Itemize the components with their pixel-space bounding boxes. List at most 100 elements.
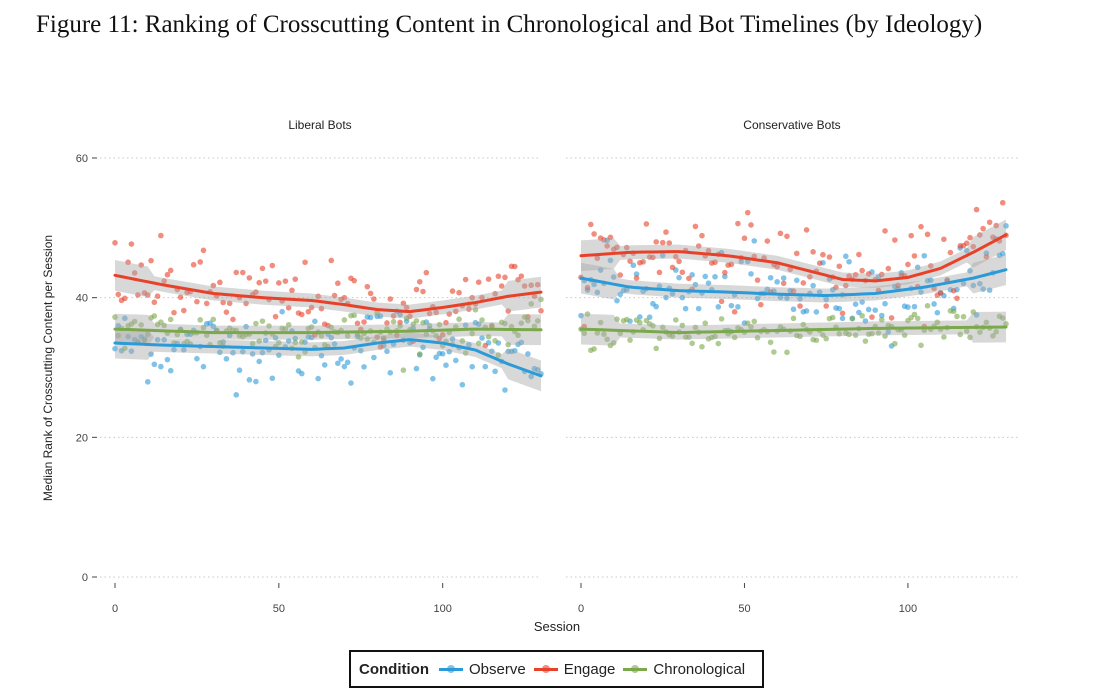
- point-chronological: [594, 330, 601, 336]
- point-chronological: [433, 332, 439, 339]
- point-chronological: [112, 314, 118, 320]
- point-observe: [967, 268, 973, 274]
- point-engage: [947, 249, 954, 256]
- point-observe: [357, 347, 364, 354]
- point-engage: [485, 276, 492, 282]
- trend-line-engage: [579, 233, 1008, 283]
- point-chronological: [715, 340, 722, 347]
- point-engage: [633, 275, 640, 281]
- point-chronological: [259, 318, 266, 324]
- point-engage: [302, 259, 308, 266]
- point-observe: [646, 314, 653, 320]
- confidence-band-engage: [581, 219, 1006, 288]
- point-engage: [328, 257, 335, 264]
- point-observe: [617, 291, 624, 298]
- point-observe: [692, 281, 699, 288]
- point-observe: [479, 335, 485, 341]
- point-chronological: [846, 331, 852, 338]
- point-engage: [151, 299, 158, 306]
- point-engage: [282, 278, 289, 284]
- point-observe: [449, 336, 456, 342]
- point-observe: [269, 375, 276, 382]
- point-engage: [495, 273, 502, 280]
- point-engage: [758, 301, 764, 308]
- point-engage: [623, 244, 630, 251]
- point-observe: [682, 305, 689, 312]
- point-engage: [466, 306, 472, 312]
- point-engage: [240, 269, 246, 276]
- point-observe: [695, 305, 702, 312]
- point-chronological: [495, 352, 502, 358]
- point-observe: [859, 299, 865, 305]
- point-engage: [243, 300, 249, 307]
- point-observe: [338, 356, 344, 362]
- point-engage: [977, 232, 983, 238]
- point-engage: [650, 254, 656, 261]
- point-chronological: [469, 330, 475, 337]
- point-engage: [374, 334, 380, 340]
- point-observe: [846, 258, 852, 265]
- point-engage: [298, 311, 305, 318]
- point-chronological: [659, 324, 666, 331]
- point-observe: [439, 351, 446, 357]
- point-chronological: [767, 339, 774, 346]
- y-tick-label: 60: [76, 153, 88, 165]
- point-observe: [469, 363, 475, 370]
- point-chronological: [138, 322, 145, 328]
- x-axis-label: Session: [534, 619, 580, 634]
- point-engage: [797, 303, 803, 309]
- point-engage: [400, 300, 407, 307]
- point-engage: [308, 304, 315, 311]
- point-observe: [158, 363, 164, 370]
- point-engage: [604, 243, 610, 249]
- confidence-band-chronological: [115, 313, 541, 346]
- faceted-scatter-chart: Median Rank of Crosscutting Content per …: [41, 118, 1018, 634]
- point-observe: [816, 289, 823, 295]
- point-chronological: [174, 331, 181, 338]
- point-chronological: [151, 313, 158, 319]
- point-observe: [885, 329, 892, 335]
- point-observe: [865, 306, 872, 313]
- point-observe: [125, 333, 131, 340]
- point-engage: [963, 240, 970, 247]
- point-engage: [469, 294, 475, 301]
- point-engage: [318, 305, 325, 312]
- point-observe: [518, 339, 525, 346]
- point-engage: [259, 265, 266, 272]
- point-engage: [128, 241, 135, 247]
- point-chronological: [528, 301, 534, 307]
- point-observe: [462, 322, 469, 329]
- point-engage: [905, 261, 911, 268]
- point-engage: [852, 271, 859, 278]
- legend: Condition Observe Engage Chronological: [349, 650, 764, 688]
- point-observe: [810, 282, 816, 289]
- point-chronological: [614, 316, 620, 322]
- point-observe: [430, 375, 436, 382]
- x-tick-label: 50: [738, 603, 750, 615]
- point-chronological: [993, 328, 999, 335]
- point-chronological: [420, 320, 426, 326]
- point-chronological: [115, 332, 122, 339]
- point-engage: [764, 238, 771, 244]
- point-observe: [475, 321, 482, 328]
- legend-item-observe: Observe: [438, 661, 526, 678]
- point-engage: [594, 255, 601, 262]
- point-chronological: [390, 318, 397, 325]
- point-engage: [692, 223, 699, 230]
- point-chronological: [515, 332, 521, 338]
- point-engage: [584, 284, 591, 291]
- point-engage: [754, 277, 761, 283]
- point-chronological: [131, 318, 138, 325]
- point-chronological: [364, 336, 371, 342]
- point-engage: [190, 261, 197, 268]
- point-observe: [259, 349, 266, 356]
- point-observe: [862, 318, 869, 324]
- y-axis-label: Median Rank of Crosscutting Content per …: [41, 235, 55, 501]
- point-chronological: [914, 315, 921, 322]
- point-chronological: [784, 349, 790, 356]
- point-chronological: [502, 320, 508, 327]
- point-engage: [591, 231, 597, 237]
- point-engage: [223, 309, 230, 315]
- point-engage: [144, 292, 151, 298]
- point-engage: [262, 278, 269, 284]
